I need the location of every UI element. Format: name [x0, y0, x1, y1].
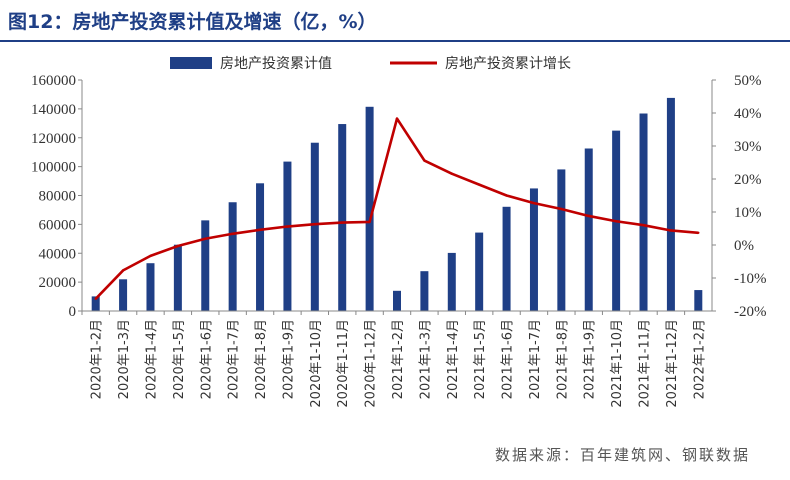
- line-point: [642, 224, 645, 227]
- bar: [557, 169, 566, 311]
- bar: [447, 252, 456, 311]
- legend: 房地产投资累计值 房地产投资累计增长: [170, 56, 571, 72]
- line-point: [532, 201, 536, 205]
- x-tick-label: 2022年1-2月: [692, 319, 707, 399]
- bar: [256, 183, 265, 311]
- bar: [173, 244, 182, 311]
- x-tick-label: 2020年1-3月: [117, 319, 132, 399]
- line-point: [587, 214, 590, 218]
- line-point: [614, 220, 618, 223]
- bar: [694, 290, 703, 311]
- x-tick-label: 2021年1-4月: [446, 319, 461, 399]
- bar: [283, 161, 292, 311]
- line-point: [286, 225, 289, 228]
- left-tick-label: 140000: [31, 102, 76, 118]
- left-tick-label: 80000: [39, 189, 77, 205]
- bar: [310, 142, 319, 311]
- bar: [201, 220, 210, 311]
- line-point: [341, 221, 344, 224]
- x-tick-label: 2021年1-8月: [555, 319, 570, 399]
- x-tick-label: 2021年1-9月: [583, 319, 598, 399]
- x-tick-label: 2020年1-4月: [144, 319, 159, 399]
- line-point: [231, 232, 234, 235]
- left-tick-label: 0: [69, 304, 77, 320]
- line-point: [121, 269, 125, 272]
- bar: [666, 97, 675, 311]
- x-tick-label: 2020年1-12月: [364, 319, 379, 408]
- line-point: [176, 244, 180, 248]
- left-tick-label: 160000: [31, 73, 76, 89]
- left-tick-label: 20000: [39, 275, 77, 291]
- x-tick-label: 2021年1-12月: [665, 319, 680, 408]
- bar: [420, 271, 429, 311]
- legend-label: 房地产投资累计值: [220, 56, 332, 72]
- bar-series: [91, 97, 703, 312]
- x-tick-label: 2020年1-10月: [309, 319, 324, 408]
- x-tick-label: 2020年1-2月: [90, 319, 105, 399]
- bar: [393, 290, 401, 311]
- bar: [338, 124, 347, 311]
- x-tick-label: 2020年1-6月: [199, 319, 214, 399]
- line-point: [423, 159, 426, 162]
- right-tick-label: 0%: [734, 238, 754, 254]
- line-point: [258, 228, 262, 232]
- left-tick-label: 40000: [39, 246, 77, 262]
- bar: [228, 202, 237, 311]
- line-point: [477, 183, 481, 186]
- line-point: [204, 237, 207, 240]
- bar: [91, 296, 100, 311]
- left-tick-label: 120000: [31, 131, 76, 147]
- right-tick-label: -20%: [734, 304, 767, 320]
- growth-line: [94, 117, 699, 300]
- x-tick-label: 2020年1-5月: [172, 319, 187, 399]
- bar: [584, 148, 593, 311]
- line-point: [505, 194, 508, 197]
- legend-bar-swatch: [170, 57, 212, 69]
- title-divider: [0, 40, 790, 42]
- x-tick-label: 2020年1-11月: [336, 319, 351, 408]
- bar: [146, 263, 155, 311]
- bar: [639, 113, 648, 312]
- x-tick-label: 2021年1-7月: [528, 319, 543, 399]
- x-tick-label: 2020年1-8月: [254, 319, 269, 399]
- line-point: [560, 207, 563, 211]
- x-tick-label: 2021年1-11月: [638, 319, 653, 408]
- left-tick-label: 100000: [31, 160, 76, 176]
- page-title: 图12：房地产投资累计值及增速（亿，%）: [8, 11, 377, 33]
- right-tick-label: 10%: [734, 205, 762, 221]
- legend-label: 房地产投资累计增长: [445, 56, 571, 72]
- bar: [475, 232, 484, 311]
- right-tick-label: 50%: [734, 73, 762, 89]
- x-tick-label: 2020年1-9月: [281, 319, 296, 399]
- source-note: 数据来源：百年建筑网、钢联数据: [494, 446, 750, 464]
- line-point: [697, 231, 700, 234]
- x-tick-label: 2021年1-5月: [473, 319, 488, 399]
- left-tick-label: 60000: [39, 217, 77, 233]
- line-point: [669, 229, 673, 232]
- line-point: [450, 172, 453, 175]
- x-tick-label: 2021年1-2月: [391, 319, 406, 399]
- bar: [529, 188, 538, 311]
- line-series: [94, 117, 700, 300]
- right-tick-label: -10%: [734, 271, 767, 287]
- x-tick-label: 2021年1-10月: [610, 319, 625, 408]
- x-tick-label: 2020年1-7月: [227, 319, 242, 399]
- line-point: [94, 297, 97, 300]
- line-point: [395, 117, 399, 120]
- x-tick-label: 2021年1-6月: [501, 319, 516, 399]
- bar: [502, 206, 511, 311]
- bar: [365, 106, 374, 311]
- right-tick-label: 40%: [734, 106, 762, 122]
- line-point: [368, 220, 371, 224]
- line-point: [313, 223, 317, 226]
- bar: [119, 279, 128, 311]
- line-point: [149, 254, 152, 258]
- right-tick-label: 30%: [734, 139, 762, 155]
- axes: 0 20000 40000 60000 80000 100000 120000 140000 1…: [31, 73, 767, 408]
- x-tick-label: 2021年1-3月: [418, 319, 433, 399]
- right-tick-label: 20%: [734, 172, 762, 188]
